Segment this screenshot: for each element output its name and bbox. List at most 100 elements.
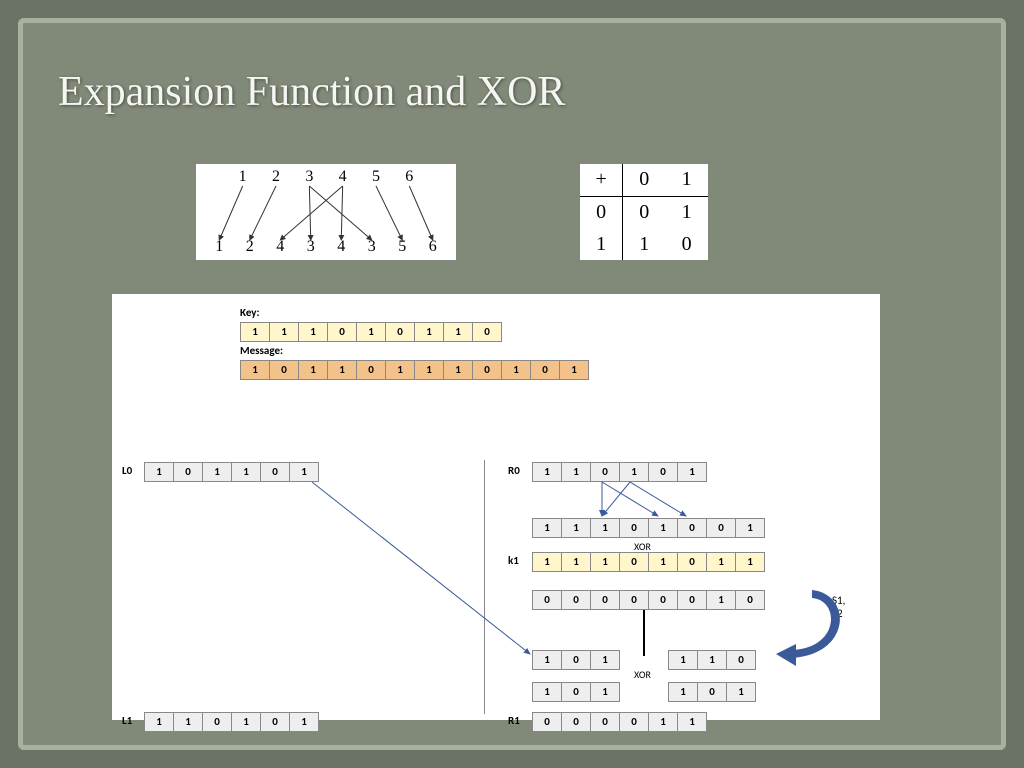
xor-header-1: 1 bbox=[665, 164, 708, 196]
cell: 1 bbox=[532, 552, 562, 572]
cell: 1 bbox=[668, 650, 698, 670]
cell: 0 bbox=[472, 360, 502, 380]
expansion-bottom-row: 12434356 bbox=[196, 238, 456, 256]
message-cells: 101101110101 bbox=[240, 360, 588, 380]
cell: 0 bbox=[561, 650, 591, 670]
cell: 0 bbox=[677, 590, 707, 610]
center-divider bbox=[484, 460, 485, 714]
cell: 1 bbox=[356, 322, 386, 342]
cell: 1 bbox=[298, 322, 328, 342]
cell: 1 bbox=[590, 650, 620, 670]
cell: 0 bbox=[590, 712, 620, 732]
cell: 1 bbox=[385, 360, 415, 380]
cell: 1 bbox=[532, 462, 562, 482]
cell: 0 bbox=[327, 322, 357, 342]
cell: 1 bbox=[144, 712, 174, 732]
cell: 1 bbox=[648, 552, 678, 572]
cell: 0 bbox=[260, 462, 290, 482]
cell: 0 bbox=[269, 360, 299, 380]
expansion-top-row: 123456 bbox=[196, 168, 456, 186]
cell: 1 bbox=[144, 462, 174, 482]
cell: 1 bbox=[648, 712, 678, 732]
main-arrows bbox=[112, 294, 880, 720]
cell: 1 bbox=[173, 712, 203, 732]
l0-copy-right-cells: 101 bbox=[668, 682, 755, 702]
cell: 1 bbox=[561, 552, 591, 572]
cell: 1 bbox=[706, 590, 736, 610]
cell: 1 bbox=[559, 360, 589, 380]
cell: 0 bbox=[677, 518, 707, 538]
cell: 1 bbox=[231, 712, 261, 732]
cell: 0 bbox=[532, 712, 562, 732]
cell: 1 bbox=[231, 462, 261, 482]
expansion-diagram: 123456 12434356 bbox=[196, 164, 456, 260]
xor-label-2: XOR bbox=[634, 668, 651, 681]
cell: 1 bbox=[240, 322, 270, 342]
cell: 1 bbox=[501, 360, 531, 380]
s2-out-cells: 110 bbox=[668, 650, 755, 670]
L1-cells: 110101 bbox=[144, 712, 318, 732]
cell: 1 bbox=[726, 682, 756, 702]
cell: 1 bbox=[648, 518, 678, 538]
cell: 1 bbox=[443, 360, 473, 380]
L0-cells: 101101 bbox=[144, 462, 318, 482]
cell: 0 bbox=[561, 590, 591, 610]
cell: 1 bbox=[240, 360, 270, 380]
cell: 0 bbox=[619, 518, 649, 538]
cell: 1 bbox=[298, 360, 328, 380]
xor-r0c0: 0 bbox=[580, 196, 623, 228]
xor-r1c0: 1 bbox=[580, 228, 623, 260]
xor-r1c1: 1 bbox=[623, 228, 666, 260]
cell: 0 bbox=[356, 360, 386, 380]
cell: 1 bbox=[532, 650, 562, 670]
cell: 1 bbox=[677, 712, 707, 732]
sbox-label: S1, S2 bbox=[832, 594, 845, 620]
cell: 0 bbox=[173, 462, 203, 482]
cell: 1 bbox=[414, 322, 444, 342]
cell: 0 bbox=[619, 712, 649, 732]
s1-out-cells: 101 bbox=[532, 650, 619, 670]
cell: 1 bbox=[561, 518, 591, 538]
cell: 1 bbox=[697, 650, 727, 670]
cell: 0 bbox=[697, 682, 727, 702]
l0-copy-left-cells: 101 bbox=[532, 682, 619, 702]
slide-title: Expansion Function and XOR bbox=[58, 68, 565, 116]
L0-label: L0 bbox=[122, 464, 132, 477]
message-label: Message: bbox=[240, 344, 283, 357]
cell: 1 bbox=[289, 712, 319, 732]
cell: 1 bbox=[590, 518, 620, 538]
cell: 1 bbox=[619, 462, 649, 482]
main-diagram: Key: 111010110 Message: 101101110101 L0 … bbox=[112, 294, 880, 720]
key-cells: 111010110 bbox=[240, 322, 501, 342]
cell: 0 bbox=[619, 552, 649, 572]
cell: 1 bbox=[414, 360, 444, 380]
R0-cells: 110101 bbox=[532, 462, 706, 482]
xor-header-0: 0 bbox=[623, 164, 666, 196]
L1-label: L1 bbox=[122, 714, 132, 727]
cell: 1 bbox=[561, 462, 591, 482]
cell: 1 bbox=[706, 552, 736, 572]
cell: 1 bbox=[735, 552, 765, 572]
cell: 0 bbox=[590, 462, 620, 482]
cell: 1 bbox=[532, 682, 562, 702]
cell: 0 bbox=[648, 462, 678, 482]
split-line bbox=[643, 610, 645, 656]
expanded-R0-cells: 11101001 bbox=[532, 518, 764, 538]
cell: 0 bbox=[590, 590, 620, 610]
cell: 0 bbox=[561, 682, 591, 702]
xor-header-plus: + bbox=[580, 164, 623, 196]
cell: 1 bbox=[327, 360, 357, 380]
cell: 0 bbox=[532, 590, 562, 610]
cell: 0 bbox=[735, 590, 765, 610]
cell: 0 bbox=[385, 322, 415, 342]
cell: 1 bbox=[590, 682, 620, 702]
cell: 0 bbox=[619, 590, 649, 610]
xor-result-cells: 00000010 bbox=[532, 590, 764, 610]
xor-r0c1: 0 bbox=[623, 196, 666, 228]
xor-truth-table: + 0 1 0 0 1 1 1 0 bbox=[580, 164, 708, 260]
cell: 0 bbox=[202, 712, 232, 732]
cell: 1 bbox=[443, 322, 473, 342]
cell: 1 bbox=[289, 462, 319, 482]
cell: 0 bbox=[648, 590, 678, 610]
cell: 0 bbox=[677, 552, 707, 572]
